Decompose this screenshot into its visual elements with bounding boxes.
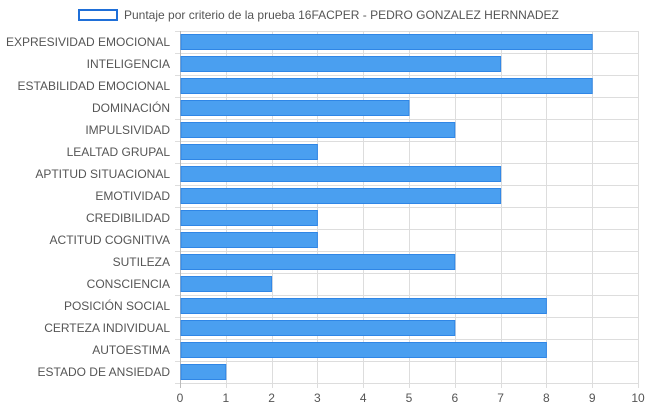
bar[interactable] [180, 56, 502, 72]
category-label: EMOTIVIDAD [95, 189, 170, 203]
bar[interactable] [180, 364, 227, 380]
category-label: DOMINACIÓN [92, 100, 170, 115]
x-tick-label: 3 [314, 391, 321, 405]
bar[interactable] [180, 188, 502, 204]
category-label: SUTILEZA [113, 255, 170, 269]
bar[interactable] [180, 34, 593, 50]
x-tick-label: 8 [543, 391, 550, 405]
bar[interactable] [180, 298, 547, 314]
bar[interactable] [180, 78, 593, 94]
category-label: ESTADO DE ANSIEDAD [38, 365, 171, 379]
x-tick-label: 2 [268, 391, 275, 405]
category-label: EXPRESIVIDAD EMOCIONAL [6, 35, 170, 49]
category-label: POSICIÓN SOCIAL [64, 298, 170, 313]
chart-legend[interactable]: Puntaje por criterio de la prueba 16FACP… [78, 6, 559, 24]
category-label: LEALTAD GRUPAL [67, 145, 171, 159]
x-tick-label: 6 [451, 391, 458, 405]
bar[interactable] [180, 122, 456, 138]
category-label: CONSCIENCIA [87, 277, 170, 291]
category-label: ESTABILIDAD EMOCIONAL [18, 79, 171, 93]
bar[interactable] [180, 342, 547, 358]
x-tick-label: 10 [631, 391, 645, 405]
category-label: CERTEZA INDIVIDUAL [44, 321, 170, 335]
category-label: ACTITUD COGNITIVA [50, 233, 170, 247]
category-label: APTITUD SITUACIONAL [35, 167, 170, 181]
legend-label: Puntaje por criterio de la prueba 16FACP… [124, 8, 559, 22]
category-label: CREDIBILIDAD [86, 211, 170, 225]
x-tick-label: 9 [589, 391, 596, 405]
bar[interactable] [180, 320, 456, 336]
bar[interactable] [180, 210, 318, 226]
bar[interactable] [180, 166, 502, 182]
bar[interactable] [180, 100, 410, 116]
x-tick-label: 7 [497, 391, 504, 405]
x-tick-label: 0 [177, 391, 184, 405]
bar[interactable] [180, 276, 273, 292]
category-label: INTELIGENCIA [87, 57, 170, 71]
category-label: AUTOESTIMA [92, 343, 170, 357]
bar[interactable] [180, 232, 318, 248]
x-tick-label: 4 [360, 391, 367, 405]
category-label: IMPULSIVIDAD [85, 123, 170, 137]
x-tick-label: 5 [406, 391, 413, 405]
legend-swatch [78, 9, 118, 21]
bar[interactable] [180, 254, 456, 270]
bar[interactable] [180, 144, 318, 160]
x-tick-label: 1 [222, 391, 229, 405]
